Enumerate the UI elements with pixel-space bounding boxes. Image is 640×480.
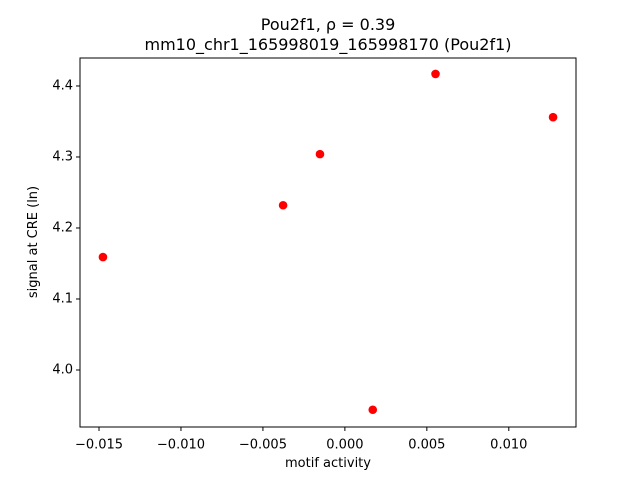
chart-subtitle: mm10_chr1_165998019_165998170 (Pou2f1): [144, 35, 511, 55]
x-axis-label: motif activity: [285, 456, 371, 471]
plot-frame: [79, 57, 577, 428]
y-tick-label: 4.0: [52, 362, 73, 377]
point: [431, 69, 440, 79]
point: [315, 149, 325, 159]
y-tick-label: 4.2: [52, 220, 73, 235]
x-tick-label: −0.010: [157, 438, 205, 453]
y-tick-label: 4.4: [52, 78, 73, 93]
x-tick-label: 0.000: [326, 438, 363, 453]
point: [98, 252, 108, 262]
x-tick-label: 0.005: [408, 438, 445, 453]
x-tick-label: 0.010: [490, 438, 527, 453]
x-tick-label: −0.005: [239, 438, 287, 453]
y-tick-label: 4.3: [52, 149, 73, 164]
chart-title: Pou2f1, ρ = 0.39: [261, 15, 396, 34]
point: [278, 200, 288, 210]
point: [548, 112, 558, 122]
x-tick-label: −0.015: [75, 438, 123, 453]
y-axis-label: signal at CRE (ln): [26, 186, 41, 298]
y-tick-label: 4.1: [52, 291, 73, 306]
point: [368, 405, 378, 415]
